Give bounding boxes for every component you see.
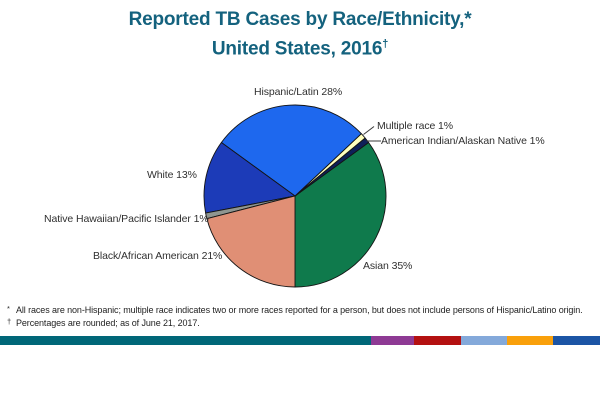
footer-stripe-segment-5 — [553, 336, 600, 345]
slice-label-black-african-american: Black/African American 21% — [93, 250, 223, 262]
footnote-1-text: All races are non-Hispanic; multiple rac… — [16, 305, 583, 315]
pie-slices — [203, 104, 387, 288]
slice-label-asian: Asian 35% — [363, 260, 413, 272]
slice-label-white: White 13% — [147, 169, 197, 181]
footnote-2-marker: † — [7, 316, 12, 326]
footer-stripe — [0, 336, 600, 345]
slice-label-multiple-race: Multiple race 1% — [377, 120, 454, 132]
footnote-1-marker: * — [7, 304, 10, 313]
slice-label-native-hawaiian: Native Hawaiian/Pacific Islander 1% — [44, 213, 209, 225]
footnotes: * All races are non-Hispanic; multiple r… — [7, 304, 594, 329]
footer-stripe-segment-2 — [414, 336, 461, 345]
footer-stripe-segment-4 — [507, 336, 553, 345]
dagger-superscript: † — [382, 38, 389, 50]
chart-title-line1: Reported TB Cases by Race/Ethnicity,* — [128, 9, 472, 30]
slice-label-hispanic-latin: Hispanic/Latin 28% — [254, 86, 343, 98]
chart-title: Reported TB Cases by Race/Ethnicity,* Un… — [0, 8, 600, 61]
footnote-2: † Percentages are rounded; as of June 21… — [7, 317, 594, 330]
footer-stripe-segment-0 — [0, 336, 371, 345]
chart-title-line2: United States, 2016† — [211, 38, 389, 60]
footer-stripe-segment-3 — [461, 336, 507, 345]
footer-stripe-segment-1 — [371, 336, 414, 345]
pie-slice-hispanic-latin — [220, 104, 362, 197]
footnote-2-text: Percentages are rounded; as of June 21, … — [16, 317, 200, 328]
pie-slice-asian — [294, 142, 387, 288]
slice-label-american-indian: American Indian/Alaskan Native 1% — [381, 135, 545, 147]
leader-line-multiple-race — [363, 126, 375, 135]
pie-slice-black-african-american — [206, 195, 296, 288]
footnote-1: * All races are non-Hispanic; multiple r… — [7, 304, 594, 317]
pie-slice-white — [203, 142, 296, 214]
